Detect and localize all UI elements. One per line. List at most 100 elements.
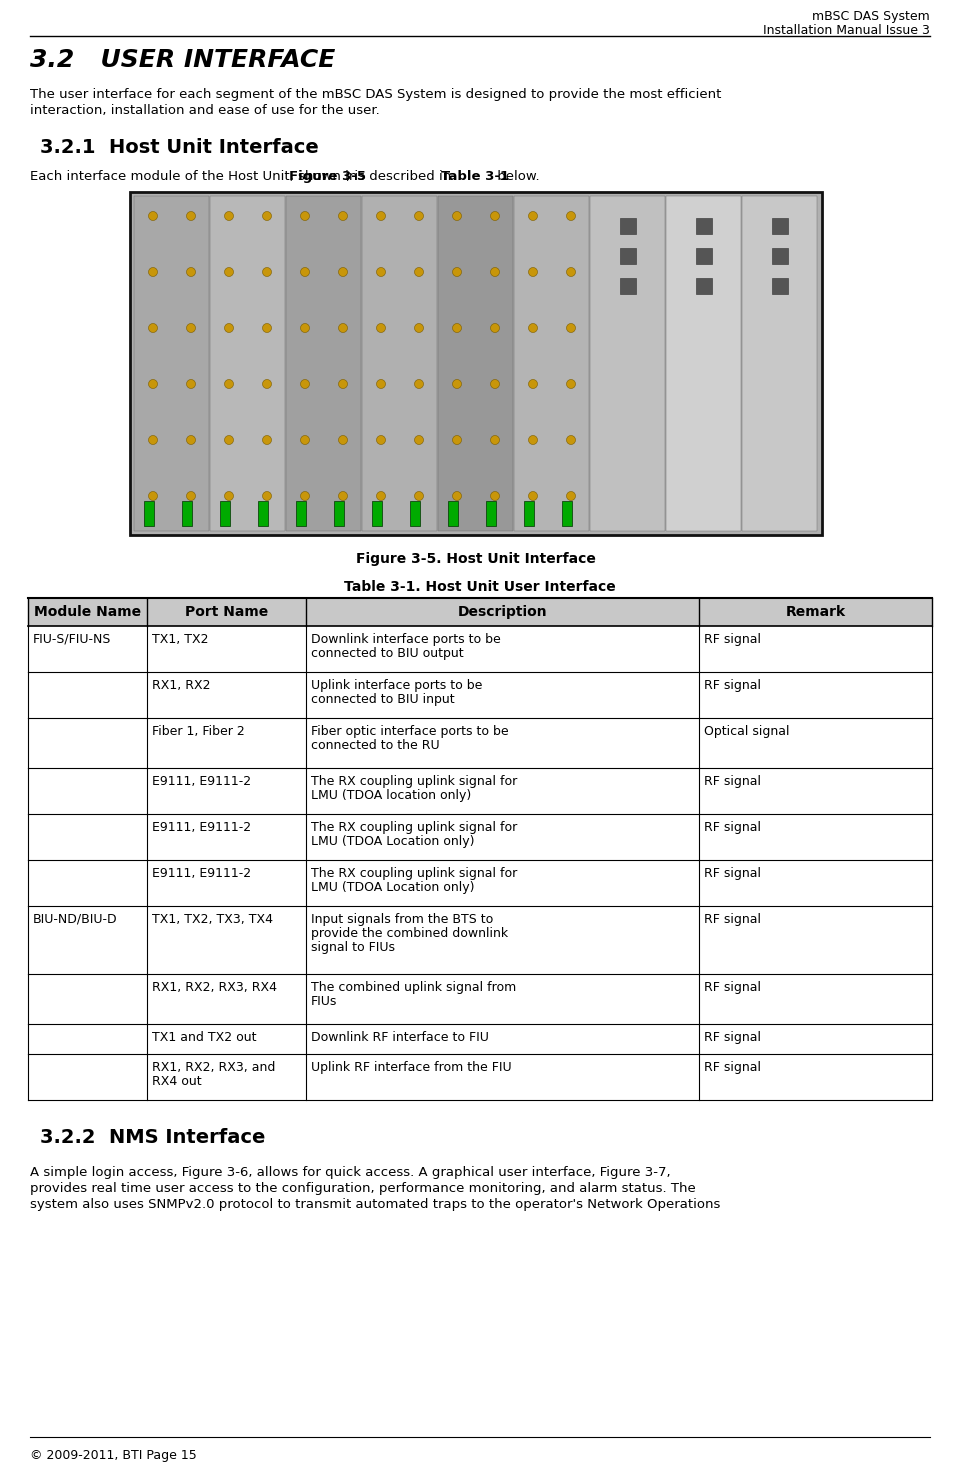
Bar <box>221 500 230 526</box>
Text: connected to BIU input: connected to BIU input <box>310 693 455 707</box>
Text: Port Name: Port Name <box>185 605 268 620</box>
Bar <box>620 247 636 263</box>
Circle shape <box>224 268 234 277</box>
Text: system also uses SNMPv2.0 protocol to transmit automated traps to the operator's: system also uses SNMPv2.0 protocol to tr… <box>30 1198 720 1211</box>
Circle shape <box>148 324 158 333</box>
Text: LMU (TDOA Location only): LMU (TDOA Location only) <box>310 882 474 894</box>
Text: below.: below. <box>493 169 540 183</box>
Circle shape <box>491 212 499 221</box>
Text: Downlink interface ports to be: Downlink interface ports to be <box>310 633 500 646</box>
Bar <box>696 278 712 294</box>
Circle shape <box>186 268 196 277</box>
Text: RF signal: RF signal <box>704 1030 761 1044</box>
Text: Installation Manual Issue 3: Installation Manual Issue 3 <box>763 24 930 37</box>
Bar <box>130 191 822 534</box>
Bar <box>182 500 192 526</box>
Circle shape <box>263 436 271 445</box>
Circle shape <box>376 492 386 500</box>
Text: Each interface module of the Host Unit, shown in: Each interface module of the Host Unit, … <box>30 169 362 183</box>
Bar <box>28 905 932 974</box>
Text: , is described in: , is described in <box>347 169 456 183</box>
Circle shape <box>414 212 423 221</box>
Circle shape <box>453 436 461 445</box>
Circle shape <box>528 380 538 389</box>
Circle shape <box>224 380 234 389</box>
Bar <box>772 247 788 263</box>
Bar <box>296 500 307 526</box>
Bar <box>742 196 817 531</box>
Circle shape <box>338 268 348 277</box>
Circle shape <box>491 492 499 500</box>
Bar <box>590 196 665 531</box>
Circle shape <box>186 380 196 389</box>
Circle shape <box>414 324 423 333</box>
Bar <box>28 768 932 814</box>
Circle shape <box>148 436 158 445</box>
Bar <box>28 626 932 673</box>
Circle shape <box>338 492 348 500</box>
Circle shape <box>453 380 461 389</box>
Text: RF signal: RF signal <box>704 913 761 926</box>
Circle shape <box>186 492 196 500</box>
Text: RX1, RX2, RX3, and: RX1, RX2, RX3, and <box>153 1061 276 1075</box>
Bar <box>411 500 420 526</box>
Bar <box>28 718 932 768</box>
Bar <box>258 500 268 526</box>
Text: LMU (TDOA location only): LMU (TDOA location only) <box>310 789 471 802</box>
Text: interaction, installation and ease of use for the user.: interaction, installation and ease of us… <box>30 105 380 116</box>
Text: Module Name: Module Name <box>34 605 141 620</box>
Text: Table 3-1: Table 3-1 <box>441 169 509 183</box>
Text: RF signal: RF signal <box>704 774 761 788</box>
Text: RF signal: RF signal <box>704 821 761 835</box>
Bar <box>144 500 154 526</box>
Bar <box>28 974 932 1025</box>
Circle shape <box>263 212 271 221</box>
Circle shape <box>376 380 386 389</box>
Text: E9111, E9111-2: E9111, E9111-2 <box>153 774 251 788</box>
Bar <box>210 196 285 531</box>
Circle shape <box>453 268 461 277</box>
Bar <box>438 196 513 531</box>
Bar <box>696 218 712 234</box>
Circle shape <box>376 212 386 221</box>
Circle shape <box>301 324 309 333</box>
Text: The RX coupling uplink signal for: The RX coupling uplink signal for <box>310 867 517 880</box>
Bar <box>514 196 589 531</box>
Circle shape <box>186 324 196 333</box>
Circle shape <box>148 212 158 221</box>
Text: RX4 out: RX4 out <box>153 1075 202 1088</box>
Text: Input signals from the BTS to: Input signals from the BTS to <box>310 913 493 926</box>
Circle shape <box>528 268 538 277</box>
Text: The RX coupling uplink signal for: The RX coupling uplink signal for <box>310 774 517 788</box>
Bar <box>28 814 932 860</box>
Circle shape <box>263 380 271 389</box>
Text: Optical signal: Optical signal <box>704 726 789 737</box>
Bar <box>28 1025 932 1054</box>
Text: connected to the RU: connected to the RU <box>310 739 439 752</box>
Circle shape <box>148 492 158 500</box>
Bar <box>372 500 382 526</box>
Circle shape <box>376 324 386 333</box>
Text: TX1, TX2: TX1, TX2 <box>153 633 209 646</box>
Circle shape <box>338 324 348 333</box>
Bar <box>286 196 361 531</box>
Circle shape <box>566 324 576 333</box>
Text: Figure 3-5: Figure 3-5 <box>288 169 366 183</box>
Text: 3.2.1  Host Unit Interface: 3.2.1 Host Unit Interface <box>40 138 319 158</box>
Bar <box>562 500 572 526</box>
Circle shape <box>148 380 158 389</box>
Bar <box>524 500 534 526</box>
Bar <box>28 1054 932 1100</box>
Text: E9111, E9111-2: E9111, E9111-2 <box>153 867 251 880</box>
Circle shape <box>263 324 271 333</box>
Circle shape <box>414 436 423 445</box>
Text: Remark: Remark <box>785 605 845 620</box>
Circle shape <box>301 380 309 389</box>
Circle shape <box>566 268 576 277</box>
Circle shape <box>186 212 196 221</box>
Circle shape <box>224 492 234 500</box>
Circle shape <box>566 380 576 389</box>
Bar <box>772 278 788 294</box>
Text: signal to FIUs: signal to FIUs <box>310 941 394 954</box>
Circle shape <box>263 492 271 500</box>
